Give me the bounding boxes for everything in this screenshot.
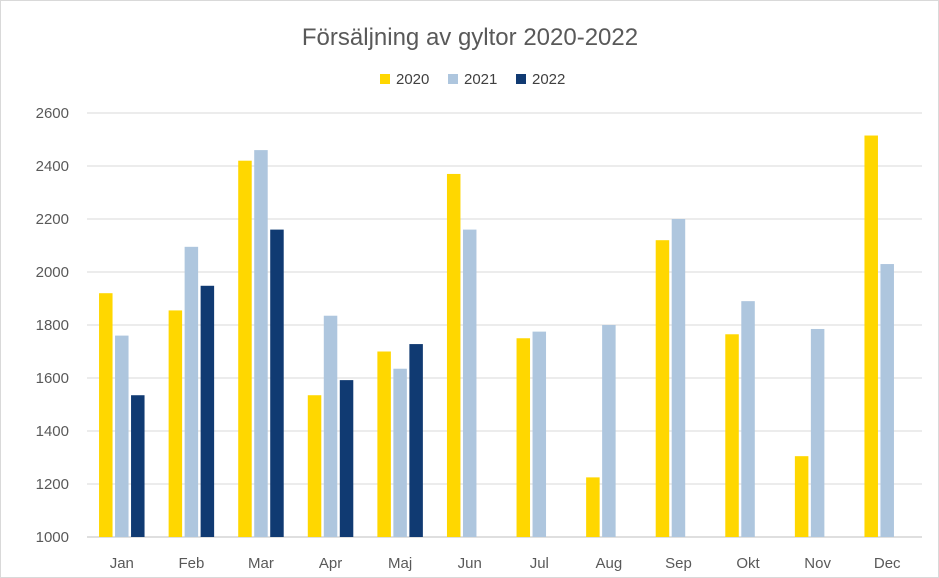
bar-2021-maj xyxy=(393,368,407,537)
bar-2020-sep xyxy=(655,240,670,537)
x-tick-label: Nov xyxy=(804,555,831,572)
bar-2020-jun xyxy=(446,173,461,537)
gridlines xyxy=(87,112,922,538)
x-tick-label: Apr xyxy=(319,555,342,572)
bar-2020-nov xyxy=(794,456,809,537)
y-tick-label: 1400 xyxy=(36,423,69,440)
bar-2021-dec xyxy=(880,264,894,537)
y-tick-label: 1000 xyxy=(36,529,69,546)
bar-2020-feb xyxy=(168,310,183,537)
bar-2022-jan xyxy=(131,395,145,537)
bar-2021-aug xyxy=(602,325,616,537)
y-tick-label: 1600 xyxy=(36,370,69,387)
bar-2021-mar xyxy=(254,150,268,537)
x-tick-label: Maj xyxy=(388,555,412,572)
bar-2021-jan xyxy=(115,335,129,537)
bar-2021-okt xyxy=(741,301,755,537)
bar-2022-maj xyxy=(409,344,423,537)
y-tick-label: 2000 xyxy=(36,264,69,281)
bar-2020-aug xyxy=(586,477,600,537)
x-tick-label: Jun xyxy=(458,555,482,572)
x-tick-label: Okt xyxy=(736,555,760,572)
bar-2021-feb xyxy=(184,246,199,537)
x-tick-label: Dec xyxy=(874,555,901,572)
legend-swatch-2022 xyxy=(516,74,526,84)
bar-2022-apr xyxy=(339,380,354,537)
bar-2020-maj xyxy=(377,351,391,537)
legend-label-2022: 2022 xyxy=(532,71,565,88)
bar-2020-apr xyxy=(307,395,322,537)
bar-2020-dec xyxy=(864,135,878,537)
bar-2021-nov xyxy=(810,328,825,537)
legend-label-2021: 2021 xyxy=(464,71,497,88)
bar-2021-sep xyxy=(671,219,686,537)
x-axis-ticks: Jan Feb Mar Apr Maj Jun Jul Aug Sep Okt Nov Dec xyxy=(110,555,901,572)
bar-2021-jul xyxy=(532,331,547,537)
y-tick-label: 1800 xyxy=(36,317,69,334)
x-tick-label: Sep xyxy=(665,555,692,572)
legend-swatch-2020 xyxy=(380,74,390,84)
bar-2020-jan xyxy=(99,293,113,537)
y-axis-ticks: 1000 1200 1400 1600 1800 2000 2200 2400 2600 xyxy=(36,105,69,546)
bar-2022-mar xyxy=(270,229,284,537)
bar-2020-okt xyxy=(725,334,739,537)
bar-2020-jul xyxy=(516,338,531,537)
x-tick-label: Feb xyxy=(178,555,204,572)
bars xyxy=(99,135,894,537)
x-tick-label: Mar xyxy=(248,555,274,572)
y-tick-label: 1200 xyxy=(36,476,69,493)
legend: 2020 2021 2022 xyxy=(380,71,565,88)
y-tick-label: 2600 xyxy=(36,105,69,122)
bar-2022-feb xyxy=(200,285,215,537)
bar-2020-mar xyxy=(238,160,252,537)
x-tick-label: Jan xyxy=(110,555,134,572)
y-tick-label: 2200 xyxy=(36,211,69,228)
y-tick-label: 2400 xyxy=(36,158,69,175)
legend-label-2020: 2020 xyxy=(396,71,429,88)
legend-swatch-2021 xyxy=(448,74,458,84)
bar-2021-apr xyxy=(323,315,338,537)
chart-title: Försäljning av gyltor 2020-2022 xyxy=(302,24,638,51)
bar-2021-jun xyxy=(462,229,477,537)
x-tick-label: Aug xyxy=(596,555,623,572)
x-tick-label: Jul xyxy=(530,555,549,572)
